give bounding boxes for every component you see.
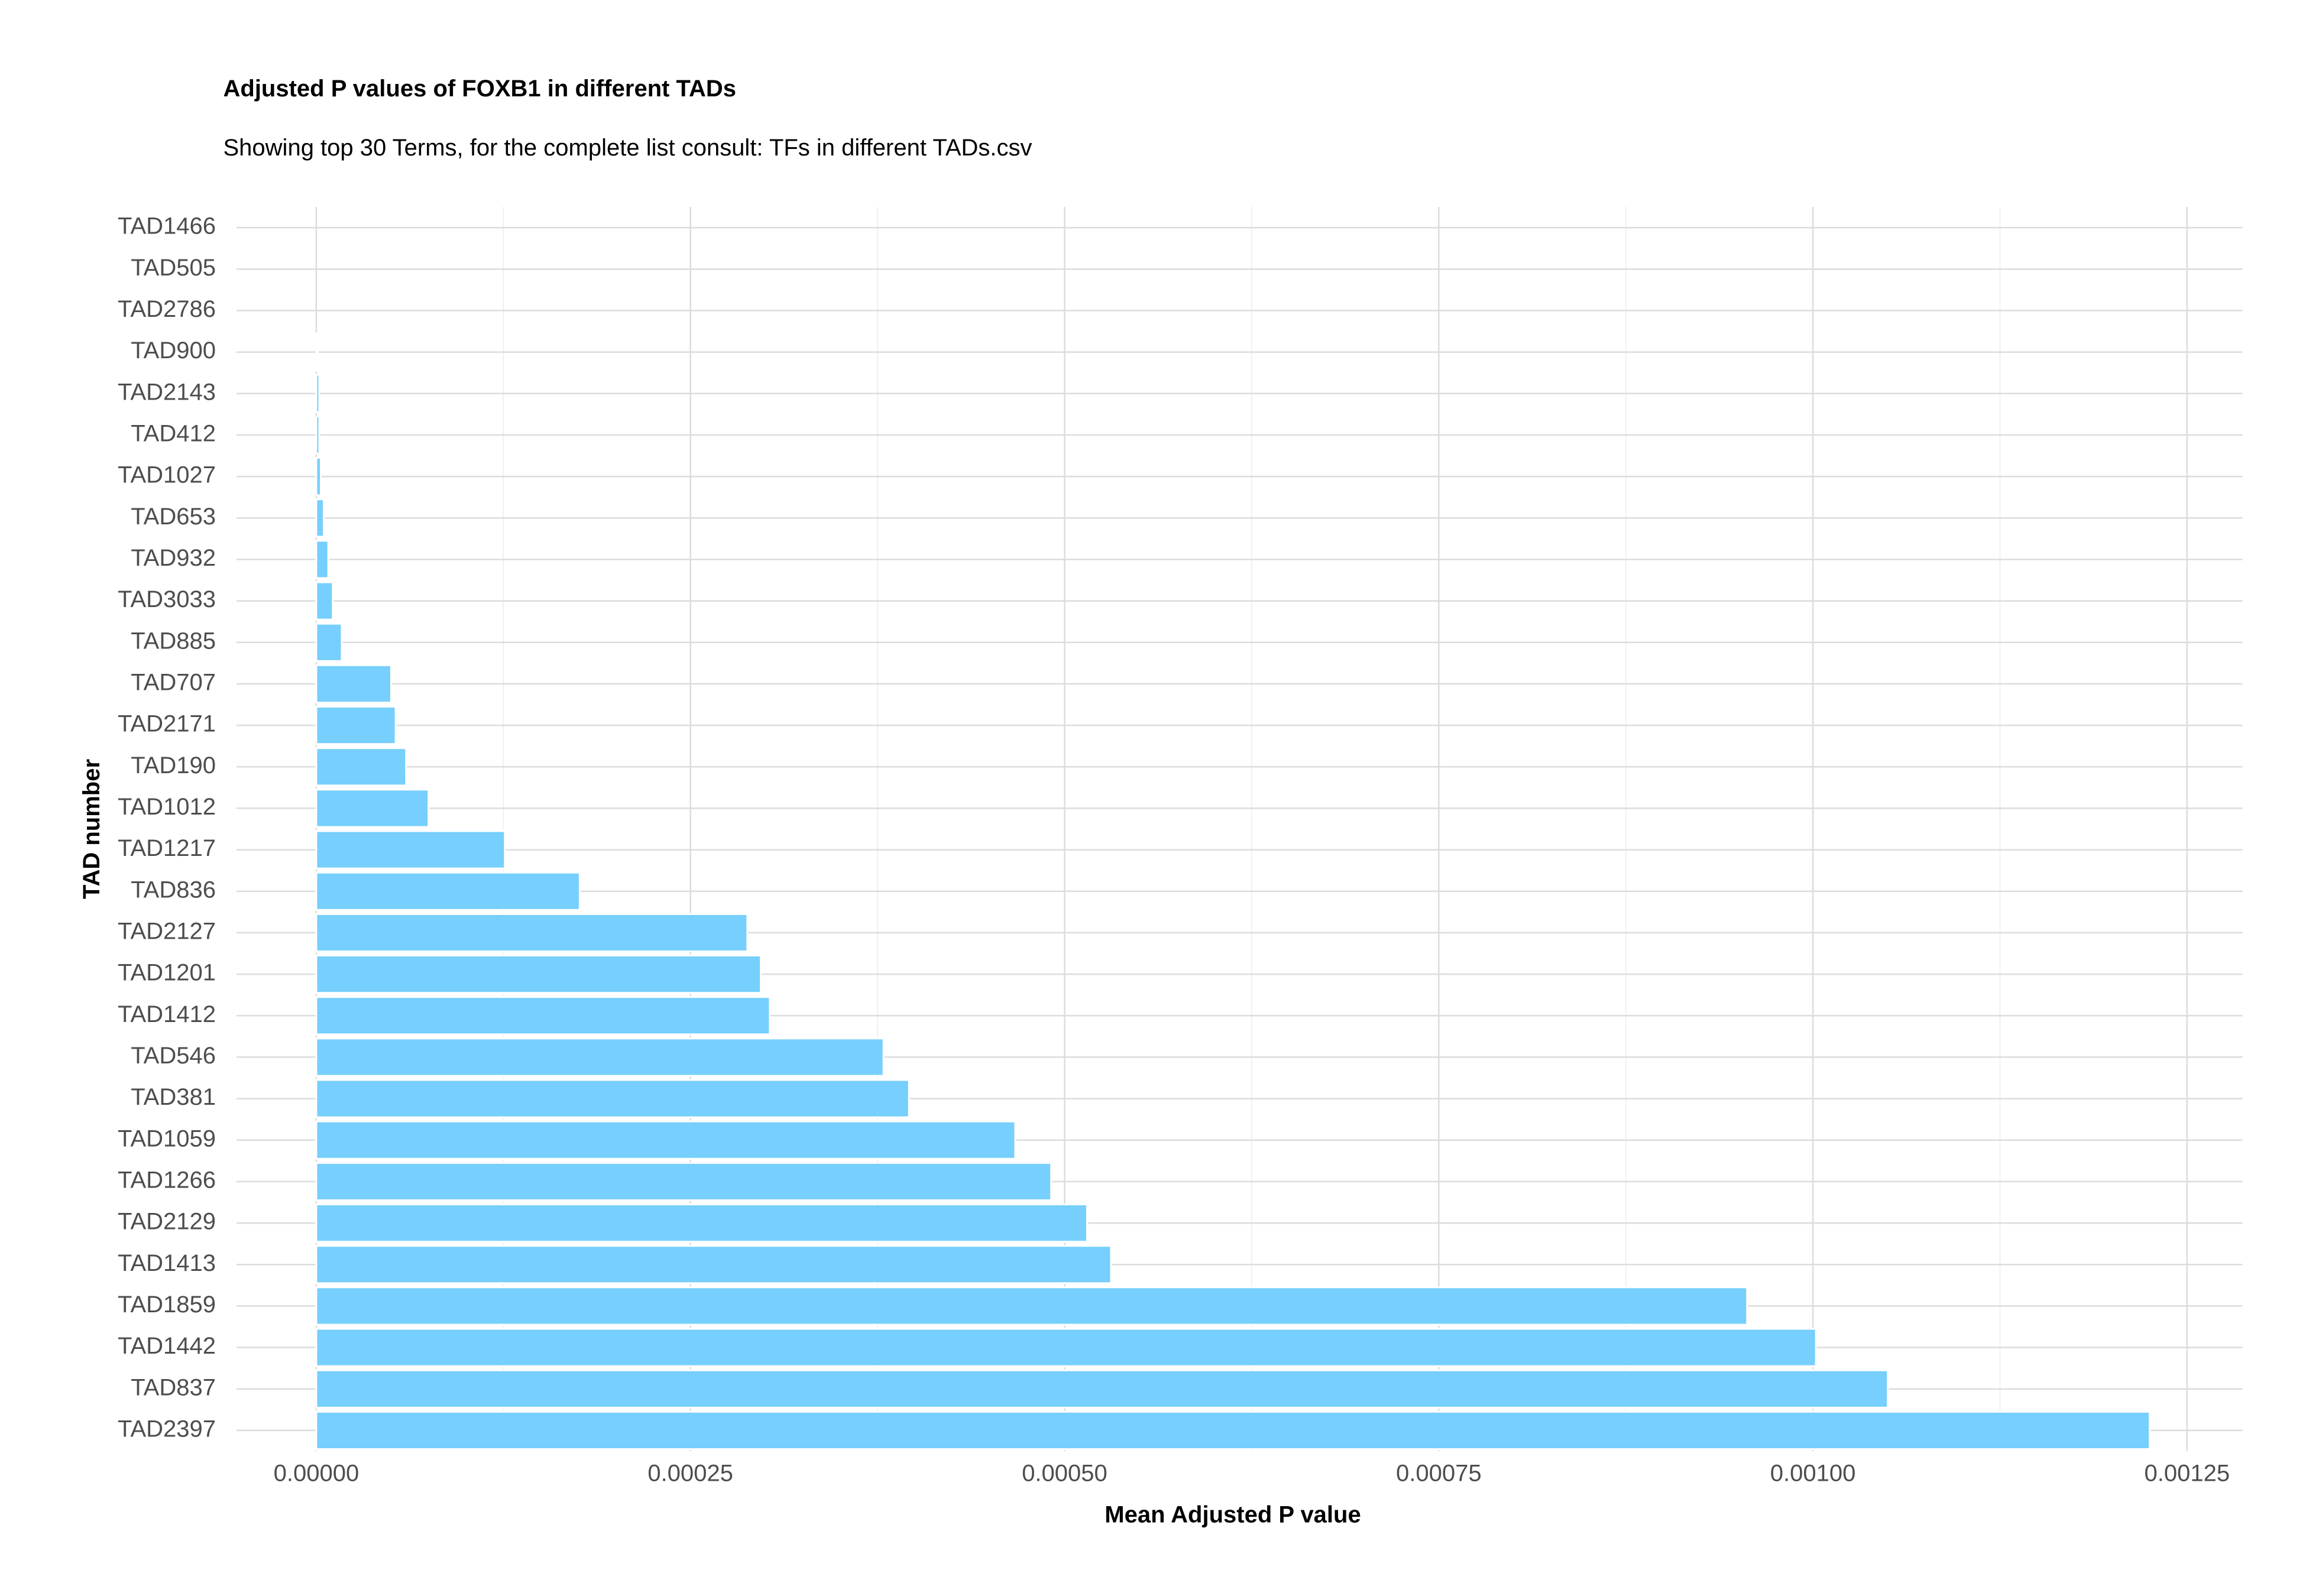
y-tick-label: TAD1412	[118, 1001, 216, 1027]
y-tick-label: TAD3033	[118, 586, 216, 612]
y-tick-label: TAD1059	[118, 1125, 216, 1151]
y-tick-label: TAD2143	[118, 379, 216, 405]
y-tick-label: TAD1201	[118, 960, 216, 986]
y-tick-label: TAD1413	[118, 1250, 216, 1276]
bar	[315, 1328, 1817, 1367]
x-tick-label: 0.00025	[647, 1461, 733, 1487]
bar	[315, 664, 392, 703]
y-tick-label: TAD412	[131, 420, 216, 446]
bar	[315, 457, 322, 497]
y-tick-label: TAD707	[131, 669, 216, 695]
bar	[315, 996, 771, 1036]
bar	[315, 1120, 1016, 1160]
y-tick-label: TAD2129	[118, 1209, 216, 1235]
grid	[237, 207, 2243, 1451]
bar	[315, 913, 749, 952]
bar	[315, 1245, 1112, 1284]
y-axis-title: TAD number	[79, 759, 105, 899]
y-tick-label: TAD546	[131, 1043, 216, 1069]
bar	[315, 622, 343, 662]
bar	[315, 1410, 2151, 1450]
x-tick-label: 0.00100	[1770, 1461, 1856, 1487]
chart-title: Adjusted P values of FOXB1 in different …	[224, 76, 737, 102]
bar	[315, 1369, 1889, 1409]
bar	[315, 789, 430, 828]
y-tick-label: TAD2171	[118, 711, 216, 737]
y-tick-label: TAD900	[131, 338, 216, 364]
y-tick-label: TAD932	[131, 545, 216, 571]
bar	[315, 955, 762, 994]
bar	[315, 332, 319, 372]
bar	[315, 1162, 1052, 1201]
y-tick-label: TAD885	[131, 628, 216, 654]
y-tick-label: TAD1217	[118, 835, 216, 861]
y-tick-label: TAD2786	[118, 296, 216, 322]
y-tick-label: TAD1027	[118, 462, 216, 488]
bar	[315, 871, 581, 911]
bar	[315, 1079, 910, 1118]
x-tick-label: 0.00000	[274, 1461, 359, 1487]
bar	[315, 1286, 1748, 1326]
y-tick-label: TAD836	[131, 877, 216, 903]
y-tick-label: TAD2127	[118, 918, 216, 944]
y-tick-label: TAD1859	[118, 1292, 216, 1318]
bar	[315, 706, 397, 745]
bar	[315, 374, 320, 413]
y-tick-label: TAD1442	[118, 1333, 216, 1359]
bar	[315, 747, 407, 787]
x-axis-title: Mean Adjusted P value	[1105, 1502, 1361, 1528]
y-tick-label: TAD837	[131, 1374, 216, 1400]
bar	[315, 498, 325, 538]
y-tick-label: TAD653	[131, 504, 216, 530]
bar	[315, 1037, 885, 1077]
bar	[315, 581, 334, 621]
bar	[315, 415, 320, 455]
bar	[315, 540, 329, 579]
x-tick-label: 0.00050	[1022, 1461, 1107, 1487]
y-tick-label: TAD381	[131, 1084, 216, 1110]
y-tick-label: TAD1466	[118, 213, 216, 239]
bar	[315, 1204, 1088, 1243]
y-tick-label: TAD1012	[118, 794, 216, 820]
x-tick-label: 0.00075	[1396, 1461, 1482, 1487]
x-tick-label: 0.00125	[2145, 1461, 2230, 1487]
y-tick-label: TAD1266	[118, 1167, 216, 1193]
y-tick-label: TAD190	[131, 752, 216, 778]
chart-subtitle: Showing top 30 Terms, for the complete l…	[224, 135, 1032, 161]
y-tick-label: TAD505	[131, 255, 216, 281]
bar	[315, 830, 506, 870]
y-tick-label: TAD2397	[118, 1416, 216, 1442]
